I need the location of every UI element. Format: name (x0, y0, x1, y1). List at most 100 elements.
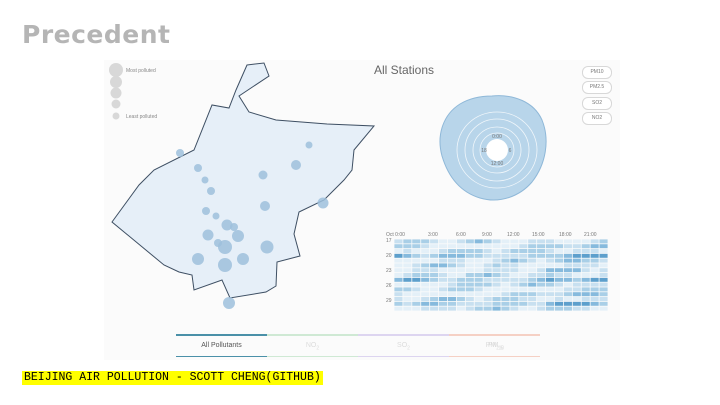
heatmap-cell (465, 263, 474, 268)
heatmap-cell (492, 306, 501, 311)
heatmap-cell (474, 244, 483, 249)
heatmap-cell (412, 273, 421, 277)
heatmap-cell (519, 249, 528, 253)
heatmap-cell (510, 292, 519, 297)
heatmap-cell (590, 253, 599, 258)
heatmap-cell (447, 292, 457, 297)
heatmap-cell (430, 253, 439, 258)
heatmap-cell (510, 244, 519, 249)
heatmap-cell (528, 306, 537, 311)
tab-indicator-top (267, 334, 358, 336)
heatmap-cell (474, 287, 483, 292)
heatmap-cell (510, 306, 519, 311)
heatmap-cell (412, 306, 421, 311)
heatmap-cell (421, 301, 430, 306)
heatmap-cell (412, 277, 421, 282)
heatmap-cell (492, 244, 501, 249)
heatmap-cell (421, 258, 430, 263)
heatmap-cell (456, 249, 465, 253)
heatmap-cell (492, 277, 501, 282)
heatmap-cell (581, 277, 590, 282)
heatmap-cell (483, 249, 492, 253)
heatmap-cell (563, 297, 572, 301)
heatmap-cell (537, 258, 546, 263)
heatmap-cell (421, 297, 430, 301)
heatmap-cell (474, 282, 483, 287)
heatmap-cell (554, 306, 564, 311)
heatmap-cell (465, 249, 474, 253)
heatmap-cell (430, 244, 439, 249)
pollutant-pill-pm10[interactable]: PM10 (582, 66, 612, 79)
heatmap-cell (572, 263, 581, 268)
heatmap-cell (447, 249, 457, 253)
station-bubble (232, 230, 244, 242)
heatmap-cell (510, 297, 519, 301)
heatmap-cell (554, 244, 564, 249)
heatmap-cell (519, 244, 528, 249)
heatmap-cell (545, 282, 555, 287)
slide-title: Precedent (22, 20, 171, 49)
heatmap-cell (510, 277, 519, 282)
heatmap-cell (447, 268, 457, 273)
station-bubble (260, 201, 270, 211)
heatmap-cell (545, 287, 555, 292)
heatmap-cell (519, 277, 528, 282)
heatmap-cell (412, 287, 421, 292)
heatmap-cell (421, 287, 430, 292)
tab-so2[interactable]: SO2 (358, 332, 449, 360)
heatmap-cell (590, 258, 599, 263)
tab-all-pollutants[interactable]: All Pollutants (176, 332, 267, 360)
heatmap-cell (563, 292, 572, 297)
heatmap-cell (545, 273, 555, 277)
heatmap-cell (447, 239, 457, 244)
heatmap-cell (501, 249, 510, 253)
heatmap-cell (438, 273, 448, 277)
heatmap-cell (483, 292, 492, 297)
heatmap-cell (599, 258, 608, 263)
heatmap-cell (412, 292, 421, 297)
heatmap-cell (590, 239, 599, 244)
heatmap-cell (456, 268, 465, 273)
heatmap-cell (545, 297, 555, 301)
heatmap-cell (528, 297, 537, 301)
heatmap-cell (545, 239, 555, 244)
pollutant-pill-pm25[interactable]: PM2.5 (582, 81, 612, 95)
heatmap-cell (483, 287, 492, 292)
source-caption: BEIJING AIR POLLUTION - SCOTT CHENG(GITH… (22, 371, 323, 385)
heatmap-cell (430, 297, 439, 301)
heatmap-cell (510, 258, 519, 263)
pollutant-pill-so2[interactable]: SO2 (582, 96, 612, 110)
heatmap-cell (465, 244, 474, 249)
clock-top-label: 0:00 (492, 134, 502, 140)
tab-indicator-bottom (176, 356, 267, 357)
heatmap-cell (421, 282, 430, 287)
heatmap-cell (599, 249, 608, 253)
heatmap-cell (581, 258, 590, 263)
pollutant-pill-no2[interactable]: NO2 (582, 111, 612, 125)
heatmap-cell (572, 258, 581, 263)
heatmap-cell (599, 297, 608, 301)
heatmap-cell (572, 253, 581, 258)
heatmap-cell (510, 253, 519, 258)
heatmap-cell (581, 239, 590, 244)
heatmap-cell (572, 273, 581, 277)
heatmap-cell (510, 268, 519, 273)
heatmap-cell (537, 301, 546, 306)
heatmap-cell (501, 258, 510, 263)
heatmap-cell (581, 282, 590, 287)
tab-label: PM10 (487, 342, 505, 352)
heatmap-cell (581, 268, 590, 273)
heatmap-cell (492, 301, 501, 306)
heatmap-cell (572, 268, 581, 273)
heatmap-cell (554, 277, 564, 282)
heatmap-cell (421, 273, 430, 277)
heatmap-cell (438, 287, 448, 292)
heatmap-cell (545, 306, 555, 311)
tab-pm25[interactable]: PM2.5 (449, 332, 540, 360)
heatmap-cell (545, 253, 555, 258)
heatmap-cell (394, 263, 403, 268)
tab-no2[interactable]: NO2 (267, 332, 358, 360)
heatmap-cell (492, 297, 501, 301)
heatmap-cell (537, 277, 546, 282)
heatmap-cell (430, 282, 439, 287)
